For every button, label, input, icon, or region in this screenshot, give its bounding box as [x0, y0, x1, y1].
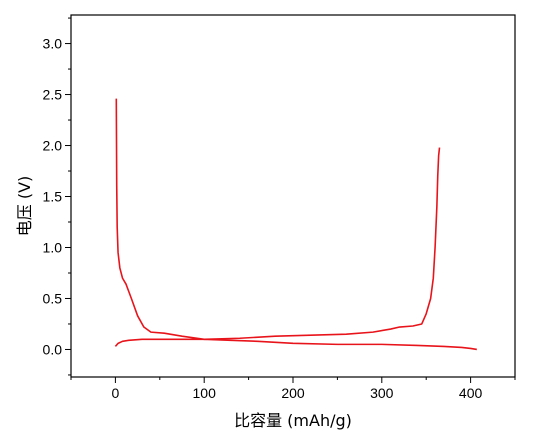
y-tick-label: 2.5 — [43, 87, 63, 103]
x-tick-label: 0 — [112, 385, 120, 401]
y-tick-label: 0.0 — [43, 341, 63, 357]
x-tick-label: 200 — [281, 385, 305, 401]
plot-frame — [70, 14, 516, 378]
y-axis-title: 电压 (V) — [15, 176, 34, 237]
x-tick-label: 100 — [193, 385, 217, 401]
y-tick-label: 1.0 — [43, 239, 63, 255]
series-line-2 — [114, 147, 441, 347]
plot-axes — [70, 14, 516, 378]
x-axis-title: 比容量 (mAh/g) — [234, 411, 352, 430]
plot-ticks: 0 100 200 300 400 0.0 0.5 1.0 1.5 2.0 2.5 3.0 — [43, 17, 516, 401]
x-tick-label: 300 — [370, 385, 394, 401]
plot-series — [114, 98, 477, 351]
y-tick-label: 1.5 — [43, 189, 63, 205]
y-tick-label: 0.5 — [43, 290, 63, 306]
y-tick-label: 3.0 — [43, 36, 63, 52]
series-line-1 — [115, 98, 477, 351]
x-tick-label: 400 — [459, 385, 483, 401]
y-tick-label: 2.0 — [43, 138, 63, 154]
